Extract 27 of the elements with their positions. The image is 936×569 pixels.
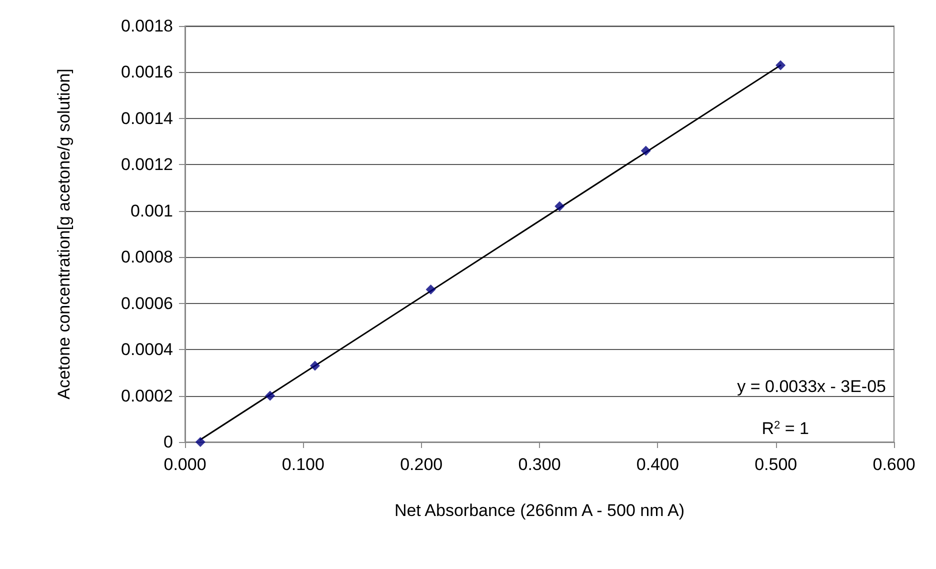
y-tick-label: 0.0008 bbox=[121, 248, 173, 267]
y-axis-title: Acetone concentration[g acetone/g solution] bbox=[54, 68, 74, 400]
y-tick-label: 0.0012 bbox=[121, 155, 173, 174]
x-tick-label: 0.300 bbox=[518, 455, 561, 474]
x-tick-label: 0.200 bbox=[400, 455, 443, 474]
x-tick-label: 0.500 bbox=[754, 455, 798, 474]
x-tick-label: 0.100 bbox=[282, 455, 324, 474]
y-tick-label: 0.0014 bbox=[121, 108, 173, 128]
y-tick-label: 0.0018 bbox=[121, 16, 173, 36]
point bbox=[426, 284, 436, 294]
x-axis-title: Net Absorbance (266nm A - 500 nm A) bbox=[394, 501, 685, 520]
point bbox=[640, 146, 651, 156]
point bbox=[265, 390, 276, 401]
y-tick-label: 0 bbox=[164, 432, 173, 452]
point bbox=[310, 360, 320, 371]
point bbox=[554, 201, 565, 212]
x-tick-label: 0.600 bbox=[872, 455, 916, 474]
y-tick-label: 0.001 bbox=[130, 201, 173, 220]
x-tick-label: 0.400 bbox=[636, 455, 679, 474]
point bbox=[195, 437, 206, 447]
x-tick-label: 0.000 bbox=[164, 455, 206, 474]
y-tick-label: 0.0004 bbox=[121, 340, 173, 360]
y-tick-label: 0.0006 bbox=[121, 294, 173, 313]
point bbox=[776, 60, 786, 70]
y-tick-label: 0.0016 bbox=[121, 62, 173, 82]
y-tick-label: 0.0002 bbox=[121, 386, 173, 406]
annotation: y = 0.0033x - 3E-05 bbox=[737, 377, 886, 396]
